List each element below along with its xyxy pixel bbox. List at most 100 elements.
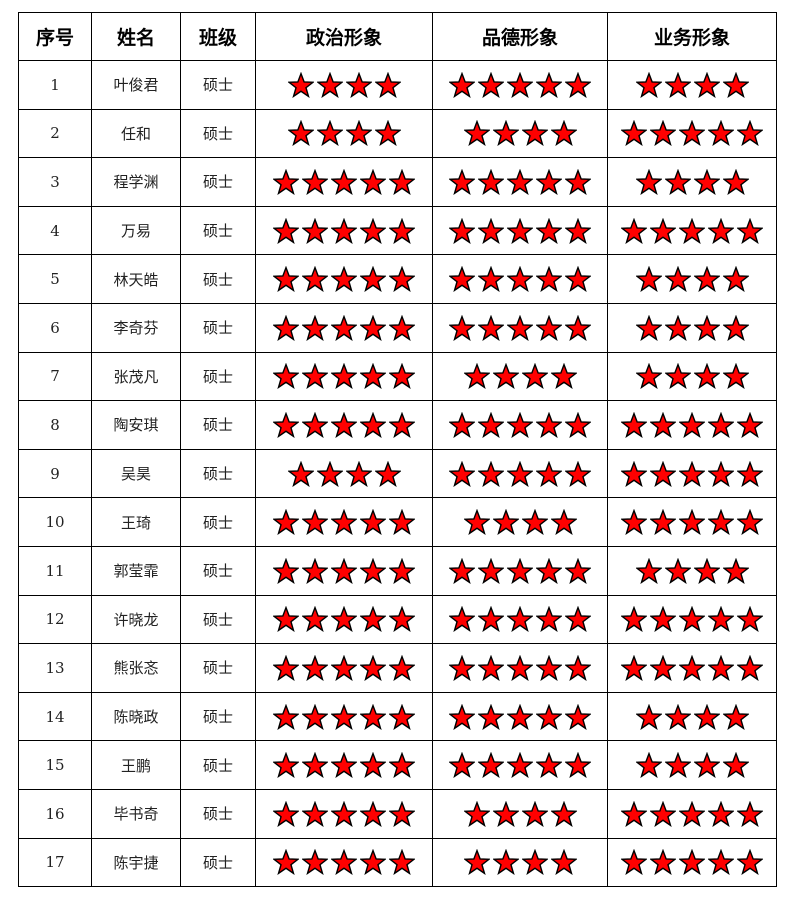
star-icon	[550, 509, 577, 536]
moral-rating	[432, 691, 608, 742]
star-icon	[478, 411, 504, 438]
table-row: 6 李奇芬 硕士	[18, 302, 777, 353]
student-class: 硕士	[180, 643, 256, 693]
row-number: 3	[18, 157, 92, 207]
student-name: 毕书奇	[91, 788, 181, 839]
star-icon	[565, 168, 591, 195]
table-row: 8 陶安琪 硕士	[18, 400, 777, 450]
star-icon	[302, 752, 328, 779]
star-icon	[449, 266, 475, 293]
table-row: 9 吴昊 硕士	[18, 448, 777, 499]
political-rating	[255, 740, 433, 790]
star-icon	[708, 120, 734, 147]
political-rating	[255, 837, 433, 888]
professional-rating	[607, 691, 777, 742]
moral-rating	[432, 205, 608, 256]
star-icon	[273, 266, 299, 293]
star-icon	[550, 363, 577, 390]
star-icon	[449, 168, 475, 195]
star-icon	[693, 363, 720, 390]
star-rating	[635, 71, 749, 98]
star-icon	[664, 266, 691, 293]
star-icon	[722, 363, 749, 390]
star-icon	[492, 120, 519, 147]
star-icon	[507, 557, 533, 584]
star-icon	[536, 266, 562, 293]
star-icon	[449, 217, 475, 244]
star-icon	[478, 314, 504, 341]
moral-rating	[432, 400, 608, 450]
star-icon	[389, 654, 415, 681]
star-icon	[650, 460, 676, 487]
star-icon	[273, 314, 299, 341]
political-rating	[255, 400, 433, 450]
star-icon	[722, 168, 749, 195]
political-rating	[255, 643, 433, 693]
star-icon	[478, 168, 504, 195]
star-rating	[635, 168, 749, 195]
student-class: 硕士	[180, 594, 256, 645]
star-icon	[507, 71, 533, 98]
star-icon	[708, 606, 734, 633]
student-class: 硕士	[180, 740, 256, 790]
table-row: 2 任和 硕士	[18, 108, 777, 159]
star-icon	[722, 71, 749, 98]
star-icon	[345, 460, 372, 487]
row-number: 8	[18, 400, 92, 450]
star-icon	[316, 71, 343, 98]
star-icon	[536, 557, 562, 584]
student-class: 硕士	[180, 205, 256, 256]
student-name: 吴昊	[91, 448, 181, 499]
star-icon	[722, 266, 749, 293]
star-icon	[679, 411, 705, 438]
star-icon	[449, 703, 475, 730]
star-icon	[478, 266, 504, 293]
row-number: 11	[18, 545, 92, 596]
student-class: 硕士	[180, 497, 256, 547]
student-name: 叶俊君	[91, 60, 181, 110]
star-icon	[302, 606, 328, 633]
star-icon	[360, 168, 386, 195]
moral-rating	[432, 108, 608, 159]
star-icon	[664, 363, 691, 390]
student-name: 万易	[91, 205, 181, 256]
star-icon	[316, 120, 343, 147]
star-icon	[389, 703, 415, 730]
professional-rating	[607, 254, 777, 304]
star-icon	[737, 509, 763, 536]
star-rating	[449, 411, 591, 438]
star-rating	[621, 606, 763, 633]
star-icon	[360, 411, 386, 438]
table-row: 17 陈宇捷 硕士	[18, 837, 777, 888]
star-icon	[389, 800, 415, 827]
star-icon	[565, 71, 591, 98]
political-rating	[255, 545, 433, 596]
star-rating	[449, 557, 591, 584]
star-icon	[737, 654, 763, 681]
moral-rating	[432, 497, 608, 547]
star-icon	[722, 314, 749, 341]
star-icon	[650, 120, 676, 147]
professional-rating	[607, 205, 777, 256]
political-rating	[255, 448, 433, 499]
star-icon	[360, 217, 386, 244]
star-icon	[621, 460, 647, 487]
star-icon	[536, 752, 562, 779]
star-rating	[273, 654, 415, 681]
star-icon	[449, 460, 475, 487]
star-rating	[463, 363, 577, 390]
star-rating	[621, 411, 763, 438]
student-name: 王鹏	[91, 740, 181, 790]
star-icon	[536, 217, 562, 244]
star-rating	[273, 363, 415, 390]
political-rating	[255, 497, 433, 547]
professional-rating	[607, 60, 777, 110]
star-icon	[664, 703, 691, 730]
header-moral: 品德形象	[432, 12, 608, 61]
star-icon	[331, 217, 357, 244]
star-icon	[331, 411, 357, 438]
star-icon	[389, 217, 415, 244]
star-icon	[536, 71, 562, 98]
star-icon	[273, 168, 299, 195]
row-number: 10	[18, 497, 92, 547]
